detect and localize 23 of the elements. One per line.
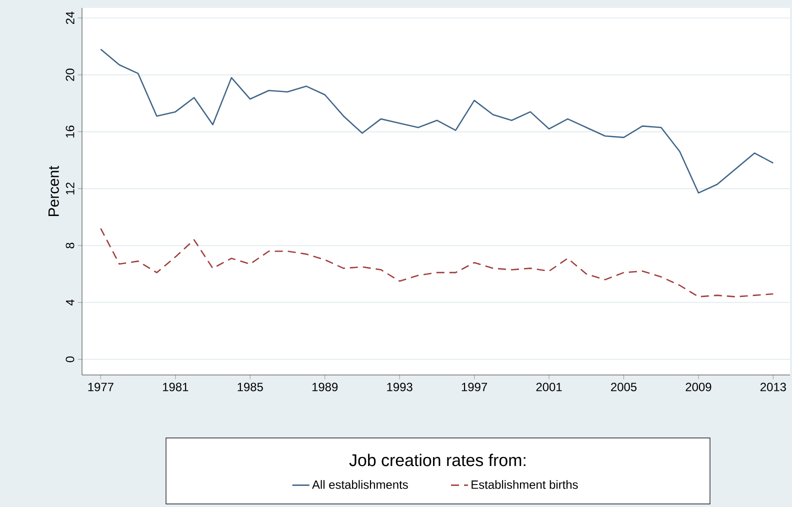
y-tick-label: 0 [66, 356, 74, 362]
y-tick-label: 4 [66, 299, 74, 306]
y-axis-title: Percent [48, 166, 59, 216]
legend-label: All establishments [312, 480, 408, 489]
x-tick-label: 1997 [462, 382, 487, 392]
y-tick-label: 16 [66, 126, 74, 138]
x-tick-label: 1985 [238, 382, 263, 392]
y-tick-label: 12 [66, 182, 74, 194]
y-tick-label: 24 [66, 12, 74, 24]
legend-title: Job creation rates from: [349, 454, 526, 466]
y-tick-label: 20 [66, 68, 74, 81]
legend-label: Establishment births [472, 480, 578, 489]
line-series [100, 48, 774, 194]
x-tick-label: 2005 [611, 382, 637, 392]
x-tick-label: 1981 [163, 382, 188, 392]
line-series [100, 228, 774, 298]
x-tick-label: 1977 [88, 382, 114, 392]
x-tick-label: 2013 [760, 382, 786, 392]
x-tick-label: 1993 [387, 382, 412, 392]
x-tick-label: 1989 [312, 382, 338, 392]
x-tick-label: 2001 [536, 382, 562, 392]
x-tick-label: 2009 [686, 382, 712, 392]
y-tick-label: 8 [66, 242, 74, 248]
